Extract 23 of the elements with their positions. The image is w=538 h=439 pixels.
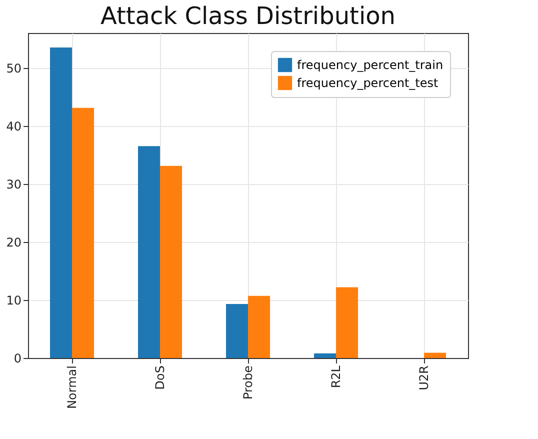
- chart-title: Attack Class Distribution: [100, 2, 396, 30]
- x-tick-label: U2R: [417, 366, 431, 390]
- bar: [424, 352, 446, 358]
- x-tick-label: Probe: [241, 366, 255, 400]
- bar: [138, 146, 160, 358]
- x-tick-label: R2L: [329, 365, 343, 388]
- y-tick-label: 10: [6, 293, 22, 308]
- bar: [314, 353, 336, 358]
- bar: [336, 287, 358, 358]
- bar: [50, 48, 72, 358]
- x-tick-label: Normal: [65, 366, 79, 409]
- bar: [160, 166, 182, 358]
- y-tick-label: 20: [6, 235, 22, 250]
- legend-label: frequency_percent_train: [297, 58, 444, 72]
- y-tick-label: 30: [6, 177, 22, 192]
- y-tick-label: 50: [6, 61, 22, 76]
- y-tick-label: 40: [6, 119, 22, 134]
- x-tick-label: DoS: [153, 366, 167, 390]
- legend-label: frequency_percent_test: [297, 76, 438, 90]
- bar: [72, 108, 94, 358]
- bar: [226, 304, 248, 358]
- y-tick-label: 0: [14, 352, 22, 366]
- bar: [248, 296, 270, 358]
